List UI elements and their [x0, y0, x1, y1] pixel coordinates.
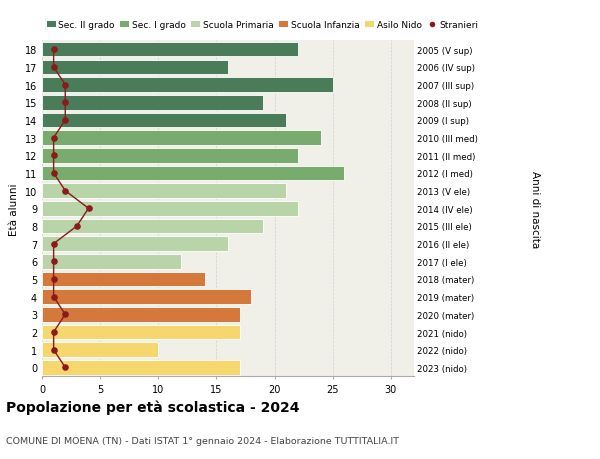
Point	[49, 329, 58, 336]
Bar	[42, 149, 298, 163]
Point	[61, 82, 70, 89]
Bar	[42, 184, 286, 198]
Point	[49, 64, 58, 72]
Y-axis label: Anni di nascita: Anni di nascita	[530, 170, 541, 247]
Point	[84, 205, 94, 213]
Point	[49, 134, 58, 142]
Point	[49, 241, 58, 248]
Bar	[42, 96, 263, 110]
Bar	[42, 166, 344, 181]
Point	[49, 170, 58, 177]
Bar	[42, 343, 158, 357]
Point	[61, 99, 70, 106]
Bar	[42, 202, 298, 216]
Bar	[42, 272, 205, 286]
Point	[49, 293, 58, 301]
Point	[49, 346, 58, 353]
Bar	[42, 43, 298, 57]
Point	[61, 311, 70, 319]
Y-axis label: Età alunni: Età alunni	[9, 183, 19, 235]
Bar	[42, 360, 239, 375]
Point	[61, 188, 70, 195]
Bar	[42, 290, 251, 304]
Bar	[42, 78, 332, 93]
Point	[49, 152, 58, 160]
Bar	[42, 308, 239, 322]
Bar	[42, 113, 286, 128]
Bar	[42, 219, 263, 234]
Point	[72, 223, 82, 230]
Legend: Sec. II grado, Sec. I grado, Scuola Primaria, Scuola Infanzia, Asilo Nido, Stran: Sec. II grado, Sec. I grado, Scuola Prim…	[47, 21, 478, 30]
Bar	[42, 237, 228, 252]
Bar	[42, 255, 182, 269]
Point	[49, 46, 58, 54]
Text: COMUNE DI MOENA (TN) - Dati ISTAT 1° gennaio 2024 - Elaborazione TUTTITALIA.IT: COMUNE DI MOENA (TN) - Dati ISTAT 1° gen…	[6, 436, 399, 445]
Text: Popolazione per età scolastica - 2024: Popolazione per età scolastica - 2024	[6, 399, 299, 414]
Point	[61, 117, 70, 124]
Bar	[42, 61, 228, 75]
Bar	[42, 131, 321, 146]
Point	[49, 258, 58, 265]
Point	[49, 276, 58, 283]
Bar	[42, 325, 239, 340]
Point	[61, 364, 70, 371]
